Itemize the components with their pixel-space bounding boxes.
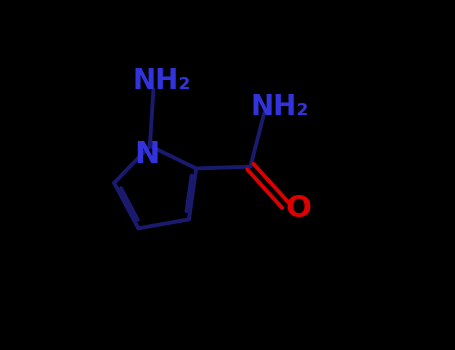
Text: O: O <box>286 194 312 223</box>
Text: NH₂: NH₂ <box>251 93 309 121</box>
Text: N: N <box>134 140 160 169</box>
Text: NH₂: NH₂ <box>133 67 192 95</box>
